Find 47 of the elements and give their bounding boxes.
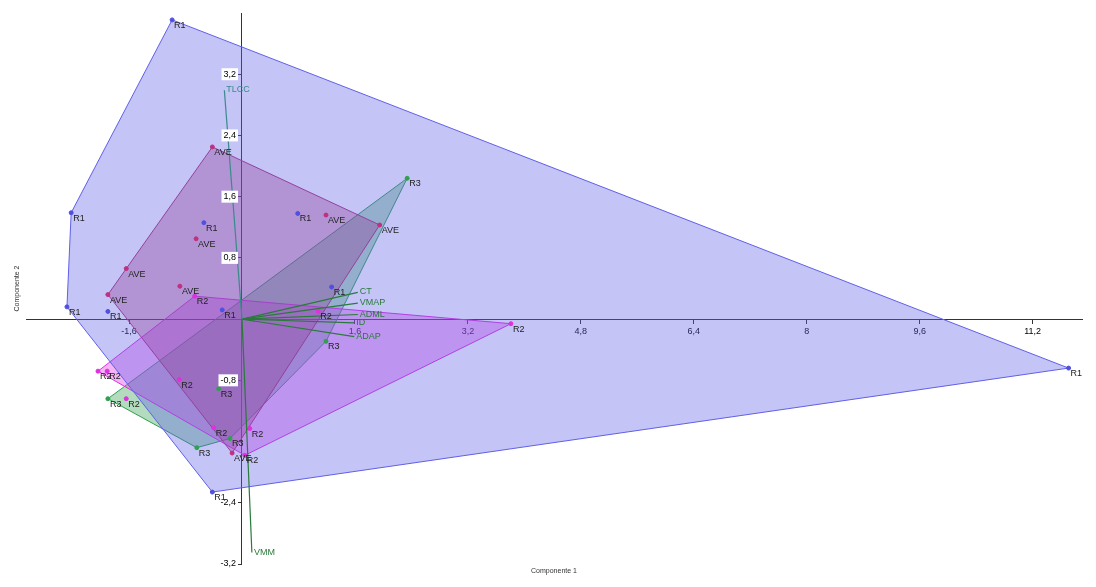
text: R1 — [68, 306, 81, 317]
y-tick-label: 2,4 — [223, 129, 236, 140]
y-tick-label: -0,8 — [220, 374, 236, 385]
text: R3 — [232, 438, 244, 449]
text: AVE — [214, 146, 232, 157]
text: R1 — [299, 213, 312, 224]
y-tick-label: 0,8 — [223, 252, 236, 263]
y-tick-label: 3,2 — [223, 68, 236, 79]
text: R1 — [333, 286, 346, 297]
x-tick-label: -1,6 — [121, 326, 137, 336]
text: AVE — [328, 215, 346, 226]
text: R1 — [73, 212, 85, 223]
text: R2 — [109, 371, 121, 382]
text: R3 — [409, 178, 421, 189]
x-tick-label: 3,2 — [461, 326, 475, 336]
text: R3 — [220, 388, 233, 399]
text: R2 — [181, 379, 193, 390]
text: R3 — [328, 341, 340, 352]
series-label: VMAP — [359, 297, 386, 308]
x-tick-label: 1,6 — [348, 326, 362, 336]
text: R2 — [196, 296, 209, 307]
x-tick-label: 4,8 — [574, 326, 588, 336]
x-tick-label: 11,2 — [1024, 326, 1042, 336]
text: AVE — [109, 294, 128, 305]
x-tick-label: 6,4 — [687, 326, 701, 336]
y-tick-label: -3,2 — [220, 558, 236, 569]
series-label: VMM — [253, 546, 275, 557]
text: R1 — [109, 311, 122, 322]
text: R1 — [224, 309, 236, 320]
text: AVE — [181, 286, 200, 297]
text: R1 — [205, 222, 218, 233]
text: AVE — [381, 224, 399, 235]
text: AVE — [198, 238, 216, 249]
text: AVE — [128, 268, 146, 279]
text: R1 — [174, 19, 186, 30]
series-label: CT — [359, 286, 373, 297]
series-label: ADML — [359, 308, 385, 319]
text: R2 — [251, 428, 264, 439]
text: R2 — [512, 323, 525, 334]
text: R3 — [198, 447, 211, 458]
text: R2 — [215, 427, 228, 438]
y-tick-label: 1,6 — [223, 191, 236, 202]
x-tick-label: 8 — [804, 326, 810, 336]
text: R1 — [1070, 368, 1083, 379]
series-label: ID — [356, 316, 366, 327]
text: R2 — [128, 398, 140, 409]
x-tick-label: 9,6 — [913, 326, 926, 336]
